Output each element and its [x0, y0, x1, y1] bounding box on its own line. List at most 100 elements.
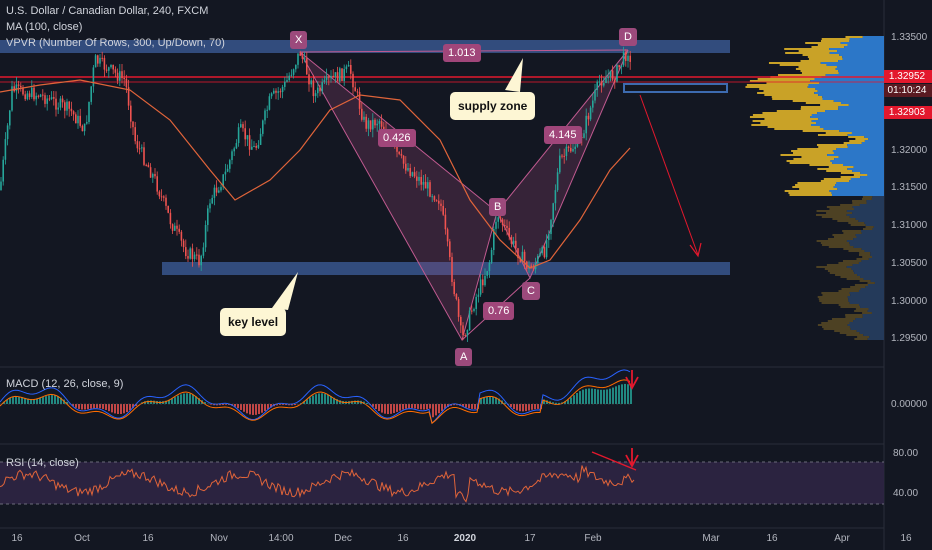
macd-hist-bar [117, 404, 119, 414]
vp-bar-down [823, 128, 884, 130]
macd-hist-bar [27, 398, 29, 404]
vp-bar-down [853, 238, 884, 240]
candle-body [347, 64, 350, 67]
candle-body [235, 143, 238, 149]
macd-hist-bar [609, 388, 611, 404]
candle-body [130, 105, 132, 122]
candle-body [413, 172, 416, 177]
key-level-callout[interactable]: key level [220, 308, 287, 336]
macd-hist-bar [267, 404, 269, 410]
candle-body [438, 200, 440, 204]
macd-hist-bar [60, 397, 62, 404]
vp-bar-up [795, 184, 836, 186]
macd-zero-tick: 0.00000 [891, 399, 928, 410]
candle-body [75, 114, 77, 124]
time-label-2: Oct [74, 533, 90, 544]
rsi-label[interactable]: RSI (14, close) [6, 457, 79, 469]
vp-bar-down [829, 190, 884, 192]
vp-bar-up [774, 128, 824, 130]
vp-bar-down [870, 254, 884, 256]
projection-arrow-head [689, 242, 702, 258]
rsi-tick-40: 40.00 [893, 488, 919, 499]
candle-body [44, 95, 46, 104]
vp-bar-up [746, 84, 809, 86]
candle-body [559, 155, 561, 173]
vp-bar-up [805, 42, 841, 44]
vp-bar-down [811, 124, 884, 126]
vp-bar-down [846, 210, 884, 212]
macd-hist-bar [375, 404, 377, 409]
vp-bar-up [826, 212, 853, 214]
candle-body [31, 87, 33, 97]
macd-hist-bar [93, 404, 95, 409]
vp-bar-up [751, 124, 812, 126]
candle-body [587, 115, 590, 120]
supply-zone-callout[interactable]: supply zone [450, 92, 536, 120]
macd-hist-bar [408, 404, 410, 409]
time-label-13: Apr [834, 533, 850, 544]
candle-body [215, 187, 218, 193]
candle-body [22, 87, 24, 95]
candle-body [440, 203, 442, 206]
macd-hist-bar [441, 404, 443, 411]
candle-body [68, 101, 70, 109]
vp-bar-up [848, 222, 865, 224]
vpvr-indicator-label[interactable]: VPVR (Number Of Rows, 300, Up/Down, 70) [6, 37, 225, 49]
candle-body [488, 262, 491, 272]
vp-bar-down [838, 156, 884, 158]
supply-zone-rect[interactable] [0, 40, 730, 53]
candle-body [277, 91, 279, 93]
macd-hist-bar [483, 397, 485, 404]
macd-hist-bar [174, 397, 176, 404]
vp-bar-down [838, 60, 884, 62]
candle-body [13, 86, 15, 92]
vp-bar-up [831, 318, 856, 320]
symbol-title[interactable]: U.S. Dollar / Canadian Dollar, 240, FXCM [6, 5, 209, 17]
macd-hist-bar [390, 404, 392, 414]
candle-body [33, 87, 35, 100]
vp-bar-up [840, 172, 861, 174]
vp-bar-down [825, 110, 884, 112]
vp-bar-down [854, 272, 884, 274]
vp-bar-down [847, 296, 884, 298]
candle-body [240, 124, 242, 128]
macd-hist-bar [570, 397, 572, 404]
vp-bar-up [745, 86, 808, 88]
macd-label[interactable]: MACD (12, 26, close, 9) [6, 378, 124, 390]
macd-hist-bar [372, 404, 374, 407]
candle-body [77, 115, 79, 124]
price-tick-2: 1.32000 [891, 145, 928, 156]
vp-bar-up [788, 192, 832, 194]
vp-bar-up [841, 288, 861, 290]
vp-bar-up [850, 286, 866, 288]
macd-hist-bar [627, 384, 629, 404]
candle-body [42, 94, 44, 96]
vp-bar-down [847, 44, 884, 46]
vp-bar-down [849, 180, 884, 182]
vp-bar-down [856, 330, 884, 332]
candle-body [497, 217, 499, 222]
macd-hist-bar [486, 397, 488, 404]
candle-body [127, 87, 130, 106]
candle-body [218, 190, 220, 193]
macd-hist-bar [531, 404, 533, 410]
candle-body [35, 95, 37, 100]
candle-body [20, 85, 22, 88]
candle-body [607, 76, 609, 79]
macd-hist-bar [225, 404, 227, 405]
ma-indicator-label[interactable]: MA (100, close) [6, 21, 83, 33]
candle-body [625, 52, 627, 61]
vp-bar-down [853, 320, 884, 322]
target-box[interactable] [623, 83, 728, 93]
candle-body [50, 97, 53, 100]
vp-bar-down [851, 268, 884, 270]
candle-body [548, 234, 550, 241]
vp-bar-up [798, 66, 837, 68]
key-level-rect[interactable] [162, 262, 730, 275]
macd-hist-bar [180, 394, 182, 404]
vp-bar-down [815, 88, 884, 90]
vp-bar-down [832, 194, 884, 196]
vp-bar-up [817, 168, 848, 170]
vp-bar-up [850, 224, 866, 226]
